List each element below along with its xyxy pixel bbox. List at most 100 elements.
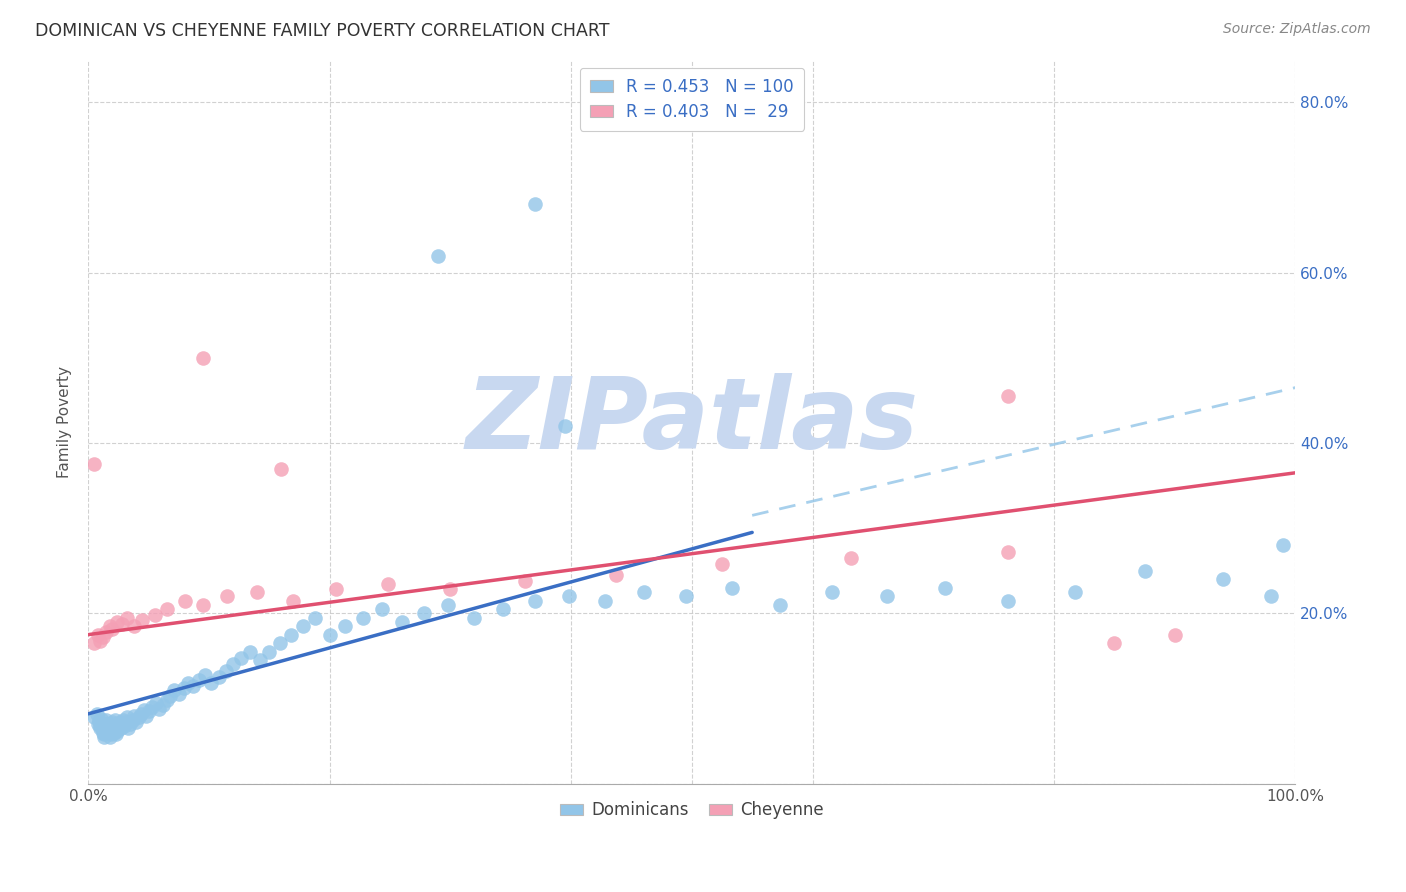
Point [98, 725, 121, 739]
Point [1260, 590, 1282, 604]
Point [188, 673, 211, 687]
Point [96, 625, 118, 640]
Point [156, 602, 179, 616]
Point [110, 722, 132, 736]
Point [304, 610, 326, 624]
Point [492, 602, 515, 616]
Point [152, 698, 174, 712]
Point [117, 722, 139, 736]
Point [129, 706, 152, 721]
Point [86, 706, 108, 721]
Point [135, 708, 157, 723]
Point [87, 627, 110, 641]
Point [325, 582, 347, 597]
Point [91, 723, 114, 737]
Point [105, 615, 128, 629]
Point [593, 593, 616, 607]
Point [283, 593, 305, 607]
Point [463, 610, 485, 624]
Point [90, 712, 112, 726]
Text: DOMINICAN VS CHEYENNE FAMILY POVERTY CORRELATION CHART: DOMINICAN VS CHEYENNE FAMILY POVERTY COR… [35, 22, 610, 40]
Point [557, 590, 579, 604]
Point [93, 727, 115, 741]
Text: ZIPatlas: ZIPatlas [465, 373, 918, 470]
Point [87, 714, 110, 728]
Point [167, 687, 190, 701]
Point [159, 689, 181, 703]
Point [1272, 538, 1295, 552]
Point [112, 719, 135, 733]
Point [675, 590, 697, 604]
Point [122, 619, 145, 633]
Point [101, 715, 124, 730]
Point [239, 645, 262, 659]
Point [554, 418, 576, 433]
Point [125, 715, 148, 730]
Point [112, 713, 135, 727]
Point [91, 725, 114, 739]
Point [96, 713, 118, 727]
Point [1212, 572, 1234, 586]
Point [377, 576, 399, 591]
Point [98, 619, 121, 633]
Point [177, 676, 200, 690]
Point [711, 557, 734, 571]
Point [997, 545, 1019, 559]
Point [391, 615, 413, 629]
Point [173, 681, 195, 696]
Point [89, 719, 111, 733]
Point [108, 715, 131, 730]
Point [89, 722, 111, 736]
Point [122, 708, 145, 723]
Point [141, 700, 163, 714]
Point [98, 730, 121, 744]
Point [876, 590, 898, 604]
Point [115, 710, 138, 724]
Point [97, 722, 120, 736]
Point [523, 593, 546, 607]
Point [96, 719, 118, 733]
Text: Source: ZipAtlas.com: Source: ZipAtlas.com [1223, 22, 1371, 37]
Point [107, 719, 129, 733]
Point [93, 730, 115, 744]
Point [515, 574, 537, 588]
Point [89, 633, 111, 648]
Point [120, 717, 142, 731]
Point [128, 710, 150, 724]
Point [821, 585, 844, 599]
Point [91, 630, 114, 644]
Point [523, 197, 546, 211]
Point [104, 713, 127, 727]
Point [769, 598, 792, 612]
Point [145, 696, 167, 710]
Point [335, 619, 357, 633]
Point [100, 723, 122, 737]
Point [101, 719, 124, 733]
Point [997, 389, 1019, 403]
Point [370, 602, 392, 616]
Point [318, 627, 340, 641]
Point [605, 568, 627, 582]
Point [249, 653, 271, 667]
Y-axis label: Family Poverty: Family Poverty [58, 366, 72, 478]
Point [96, 723, 118, 737]
Point [437, 598, 460, 612]
Point [101, 622, 124, 636]
Point [280, 627, 302, 641]
Point [439, 582, 461, 597]
Point [111, 717, 134, 731]
Point [352, 610, 374, 624]
Point [173, 593, 195, 607]
Point [97, 725, 120, 739]
Point [83, 457, 105, 471]
Point [1133, 564, 1156, 578]
Point [222, 657, 245, 672]
Point [633, 585, 655, 599]
Point [143, 608, 166, 623]
Point [839, 551, 862, 566]
Point [181, 679, 204, 693]
Point [934, 581, 956, 595]
Point [427, 248, 450, 262]
Point [1164, 627, 1187, 641]
Point [1063, 585, 1085, 599]
